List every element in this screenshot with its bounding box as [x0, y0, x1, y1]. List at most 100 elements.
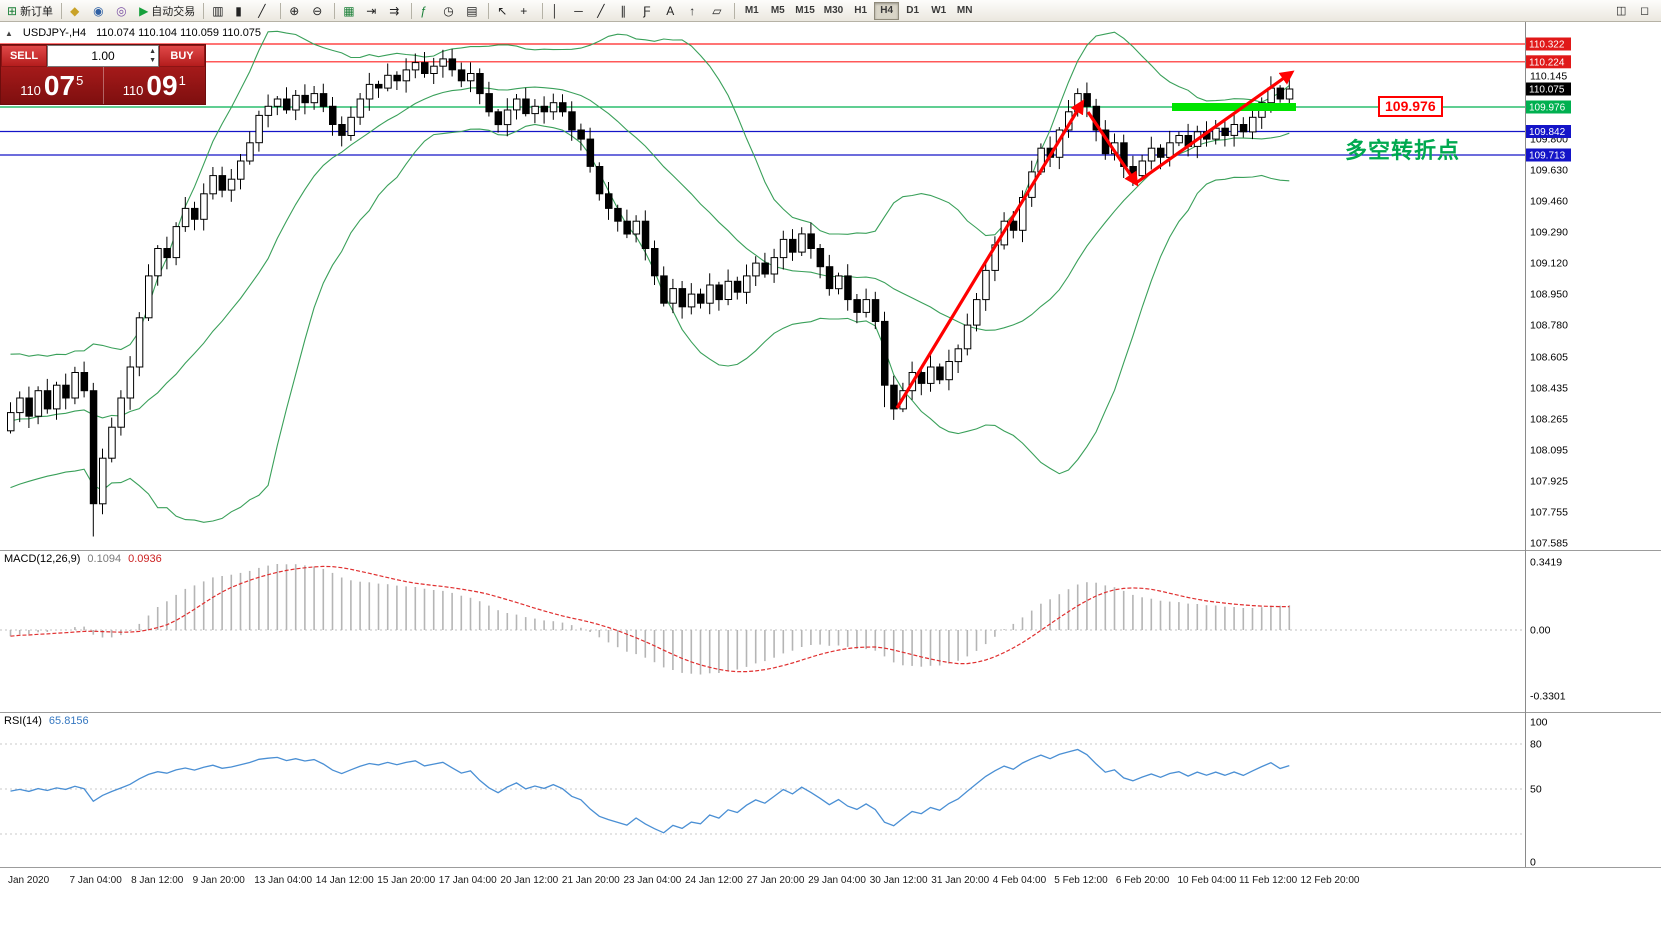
- bid-big-digits: 07: [43, 69, 76, 101]
- toolbar-separator: [334, 2, 336, 19]
- crosshair-button-icon: +: [520, 3, 528, 18]
- autotrading-button[interactable]: ▶ 自动交易: [135, 1, 199, 21]
- chart-shift-button-icon: ⇥: [366, 3, 377, 18]
- new-order-button-icon: ⊞: [7, 3, 18, 18]
- bid-prefix: 110: [20, 82, 41, 98]
- volume-up-icon[interactable]: ▲: [149, 48, 156, 55]
- svg-text:100: 100: [1530, 717, 1548, 729]
- ask-big-digits: 09: [146, 69, 178, 101]
- svg-text:13 Jan 04:00: 13 Jan 04:00: [254, 875, 312, 886]
- svg-text:110.322: 110.322: [1529, 40, 1565, 51]
- periods-button[interactable]: ◷: [439, 1, 461, 21]
- navigator-button[interactable]: ◎: [112, 1, 134, 21]
- macd-indicator-label: MACD(12,26,9) 0.1094 0.0936: [4, 553, 162, 565]
- timeframe-m15[interactable]: M15: [791, 2, 818, 20]
- trendline-button[interactable]: ╱: [593, 1, 615, 21]
- bar-chart-type-button-icon: ▥: [212, 3, 224, 18]
- crosshair-button[interactable]: +: [516, 1, 538, 21]
- buy-button[interactable]: BUY: [159, 45, 205, 67]
- templates-button-icon: ▤: [466, 3, 478, 18]
- horizontal-line-button[interactable]: ─: [570, 1, 592, 21]
- svg-text:5 Feb 12:00: 5 Feb 12:00: [1054, 875, 1108, 886]
- symbol-period-label: USDJPY-,H4: [22, 27, 87, 39]
- timeframe-w1[interactable]: W1: [926, 2, 951, 20]
- market-watch-button[interactable]: ◉: [89, 1, 111, 21]
- trendline-button-icon: ╱: [597, 3, 605, 18]
- charts-profile-button[interactable]: ◆: [66, 1, 88, 21]
- fibonacci-button[interactable]: Ƒ: [639, 1, 661, 21]
- svg-text:29 Jan 04:00: 29 Jan 04:00: [808, 875, 866, 886]
- svg-text:107.755: 107.755: [1530, 506, 1568, 518]
- ask-pip-digit: 1: [178, 72, 186, 88]
- svg-text:108.780: 108.780: [1530, 320, 1568, 332]
- macd-histogram: [9, 564, 1291, 675]
- equidistant-channel-button[interactable]: ∥: [616, 1, 638, 21]
- auto-scroll-button[interactable]: ⇉: [385, 1, 407, 21]
- svg-text:80: 80: [1530, 739, 1542, 751]
- new-order-button-label: 新订单: [20, 5, 54, 18]
- zoom-in-button[interactable]: ⊕: [285, 1, 307, 21]
- svg-text:108.950: 108.950: [1530, 289, 1568, 301]
- volume-down-icon[interactable]: ▼: [149, 57, 156, 64]
- timeframe-m1[interactable]: M1: [739, 2, 764, 20]
- arrange-windows-button[interactable]: ◻: [1636, 1, 1658, 21]
- svg-text:107.585: 107.585: [1530, 537, 1568, 549]
- green-highlight-bar[interactable]: [1172, 103, 1296, 111]
- chart-shift-button[interactable]: ⇥: [362, 1, 384, 21]
- trend-arrows[interactable]: [895, 70, 1295, 409]
- fibonacci-button-icon: Ƒ: [643, 3, 651, 18]
- cursor-button[interactable]: ↖: [493, 1, 515, 21]
- svg-text:20 Jan 12:00: 20 Jan 12:00: [500, 875, 558, 886]
- rsi-name: RSI(14): [4, 715, 42, 727]
- price-callout-label[interactable]: 109.976: [1378, 96, 1443, 117]
- arrow-objects-button[interactable]: ↑: [685, 1, 707, 21]
- chart-window: 110.145 109.800 109.630 109.460 109.290 109.1…: [0, 22, 1661, 948]
- one-click-collapse-icon[interactable]: ▲: [5, 28, 13, 38]
- svg-text:17 Jan 04:00: 17 Jan 04:00: [439, 875, 497, 886]
- chart-window-button[interactable]: ◫: [1612, 1, 1634, 21]
- ask-prefix: 110: [122, 82, 144, 98]
- svg-text:-0.3301: -0.3301: [1530, 691, 1566, 703]
- toolbar-separator: [542, 2, 544, 19]
- one-click-trading-panel: SELL 1.00 ▲ ▼ BUY 110 07 5 110 09 1: [0, 44, 206, 105]
- turning-point-annotation[interactable]: 多空转折点: [1345, 138, 1461, 163]
- sell-button[interactable]: SELL: [1, 45, 47, 67]
- svg-text:0.3419: 0.3419: [1530, 557, 1562, 569]
- bid-pip-digit: 5: [76, 72, 84, 88]
- arrow-objects-button-icon: ↑: [689, 3, 696, 18]
- vertical-line-button[interactable]: │: [547, 1, 569, 21]
- timeframe-mn[interactable]: MN: [952, 2, 977, 20]
- timeframe-m5[interactable]: M5: [765, 2, 790, 20]
- timeframe-h4[interactable]: H4: [874, 1, 900, 20]
- volume-input[interactable]: 1.00 ▲ ▼: [47, 45, 159, 67]
- line-chart-type-button[interactable]: ╱: [254, 1, 276, 21]
- shapes-button[interactable]: ▱: [708, 1, 730, 21]
- svg-text:14 Jan 12:00: 14 Jan 12:00: [316, 875, 374, 886]
- macd-name: MACD(12,26,9): [4, 553, 81, 565]
- bid-price[interactable]: 110 07 5: [1, 67, 103, 104]
- timeframe-m30[interactable]: M30: [820, 2, 847, 20]
- horizontal-level-lines[interactable]: [0, 43, 1525, 156]
- svg-text:27 Jan 20:00: 27 Jan 20:00: [747, 875, 805, 886]
- toolbar-separator: [280, 2, 282, 19]
- zoom-out-button[interactable]: ⊖: [308, 1, 330, 21]
- timeframe-h1[interactable]: H1: [848, 2, 873, 20]
- tile-windows-button[interactable]: ▦: [339, 1, 361, 21]
- timeframe-d1[interactable]: D1: [900, 2, 925, 20]
- templates-button[interactable]: ▤: [462, 1, 484, 21]
- svg-text:21 Jan 20:00: 21 Jan 20:00: [562, 875, 620, 886]
- zoom-in-button-icon: ⊕: [289, 3, 300, 18]
- candlestick-type-button[interactable]: ▮: [231, 1, 253, 21]
- indicators-button[interactable]: ƒ: [416, 1, 438, 21]
- new-order-button[interactable]: ⊞ 新订单: [3, 1, 57, 21]
- chart-canvas[interactable]: 110.145109.800109.630109.460109.290109.1…: [0, 22, 1661, 948]
- text-label-button[interactable]: A: [662, 1, 684, 21]
- svg-text:8 Jan 12:00: 8 Jan 12:00: [131, 875, 184, 886]
- rsi-line: [10, 748, 1290, 834]
- candlestick-type-button-icon: ▮: [235, 3, 242, 18]
- svg-text:15 Jan 20:00: 15 Jan 20:00: [377, 875, 435, 886]
- svg-text:24 Jan 12:00: 24 Jan 12:00: [685, 875, 743, 886]
- svg-text:11 Feb 12:00: 11 Feb 12:00: [1239, 875, 1298, 886]
- ask-price[interactable]: 110 09 1: [102, 67, 206, 104]
- bar-chart-type-button[interactable]: ▥: [208, 1, 230, 21]
